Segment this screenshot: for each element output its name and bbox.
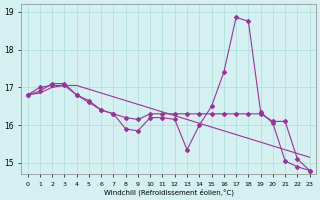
X-axis label: Windchill (Refroidissement éolien,°C): Windchill (Refroidissement éolien,°C) xyxy=(104,188,234,196)
